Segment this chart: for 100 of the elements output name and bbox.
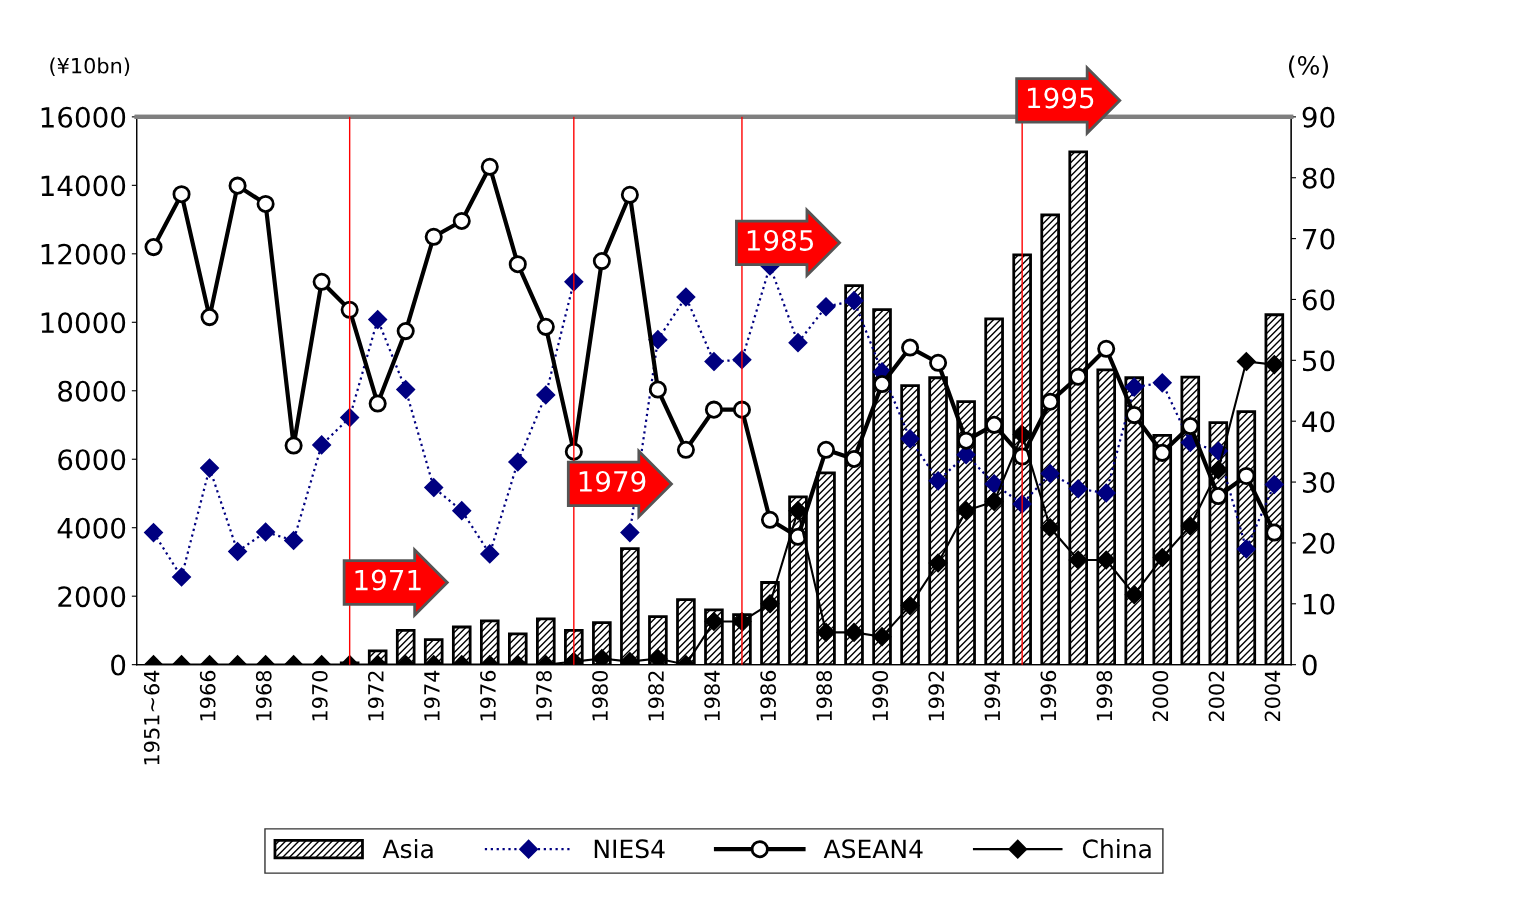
ref-line-label: 1979 [579,470,646,492]
x-tick-label: 1994 [984,670,1001,721]
x-tick-label: 1988 [816,670,833,721]
x-tick-label: 1972 [367,671,384,721]
point [424,478,443,497]
y2-tick-label: 80 [1302,167,1335,189]
x-tick-label: 1986 [760,670,777,721]
point [172,185,191,204]
point [424,227,443,246]
point [901,338,920,357]
point [1125,406,1144,425]
point [368,310,387,329]
x-tick-label: 1970 [311,670,328,721]
point [928,471,948,491]
y-tick-label: 14000 [41,175,126,197]
bar [423,638,444,665]
point [900,429,920,449]
point [845,449,864,468]
point [1265,475,1284,494]
point [508,452,528,472]
point [1265,355,1284,374]
point [620,185,639,204]
y2-tick-label: 10 [1303,593,1335,615]
y-tick-label: 10000 [41,312,126,334]
legend-label: NIES4 [594,839,665,859]
point [1096,483,1116,503]
point [1153,373,1172,393]
x-tick-label: 1996 [1040,670,1057,721]
x-tick-label: 1992 [928,671,945,721]
point [984,474,1004,494]
x-tick-label: 1966 [199,670,216,721]
point [844,623,864,642]
point [1097,339,1116,358]
point [816,440,836,459]
ref-line-label: 1971 [355,569,421,591]
point [368,394,387,413]
point [200,308,219,327]
point [1181,417,1200,436]
x-tick-label: 2000 [1152,670,1169,722]
point [1096,550,1116,570]
x-tick-label: 1951~64 [143,670,160,765]
point [760,510,779,529]
y-axis-title: (¥10bn) [50,57,130,77]
point [508,255,527,274]
y-tick-label: 0 [111,654,126,676]
x-tick-label: 1968 [255,670,272,721]
point [396,322,415,341]
legend-label: Asia [382,838,433,859]
point [228,542,247,561]
y2-tick-label: 60 [1302,289,1335,311]
point [480,544,500,564]
bar [395,629,416,665]
point [900,596,920,615]
y-tick-label: 12000 [41,243,126,265]
point [480,157,499,176]
point [788,333,808,352]
y2-tick-label: 40 [1302,411,1335,433]
point [1068,550,1088,570]
y-tick-label: 2000 [58,586,126,608]
point [144,238,163,257]
y-tick-label: 6000 [58,449,126,471]
x-tick-label: 2002 [1208,671,1225,722]
x-tick-label: 1998 [1096,670,1113,721]
y-tick-label: 8000 [58,380,126,402]
bar [479,619,500,665]
point [928,553,948,573]
point [704,352,724,371]
x-tick-label: 1976 [480,670,496,721]
point [1153,443,1172,462]
point [1237,539,1256,559]
point [676,440,695,459]
x-tick-label: 1978 [536,670,552,721]
point [536,317,555,336]
x-tick-label: 1982 [648,671,664,721]
point [536,385,556,405]
point [816,297,836,317]
x-tick-label: 2004 [1264,670,1281,722]
y-tick-label: 16000 [41,106,126,128]
point [1068,479,1088,499]
point [144,523,163,542]
point [873,375,892,394]
legend-label: China [1082,838,1151,859]
point [957,431,976,450]
point [1040,518,1060,537]
point [1209,487,1228,506]
point [1040,464,1060,483]
bar [451,625,472,665]
point [648,380,667,399]
y2-tick-label: 0 [1302,654,1317,676]
point [1041,392,1060,411]
point [704,400,723,419]
point [1181,516,1200,536]
ref-line-label: 1985 [747,229,814,251]
point [1237,466,1256,486]
point [1237,352,1256,371]
point [340,300,359,319]
point [844,291,864,310]
y2-tick-label: 90 [1302,106,1335,128]
point [1209,460,1228,480]
y2-axis-title: (%) [1288,55,1328,78]
